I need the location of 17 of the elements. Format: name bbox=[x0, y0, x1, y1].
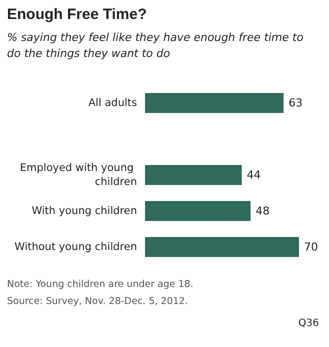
data-label: 44 bbox=[246, 168, 261, 182]
data-label: 70 bbox=[304, 240, 318, 254]
y-tick-label: All adults bbox=[88, 97, 137, 109]
y-tick-label: Employed with young children bbox=[20, 162, 137, 188]
data-label: 48 bbox=[256, 204, 270, 218]
text: Q36 bbox=[298, 318, 319, 329]
bar bbox=[145, 93, 284, 113]
source-note: Source: Survey, Nov. 28-Dec. 5, 2012. bbox=[7, 295, 189, 309]
data-label: 63 bbox=[288, 96, 303, 110]
text: Note: Young children are under age 18. bbox=[7, 278, 194, 292]
chart-title: Enough Free Time? bbox=[7, 6, 147, 23]
bar bbox=[145, 165, 242, 185]
y-tick-label: With young children bbox=[32, 205, 137, 217]
bar bbox=[145, 237, 299, 257]
chart-subtitle: % saying they feel like they have enough free time to do the things they want to do bbox=[7, 30, 304, 62]
bar bbox=[145, 201, 251, 221]
y-tick-label: Without young children bbox=[14, 241, 137, 253]
